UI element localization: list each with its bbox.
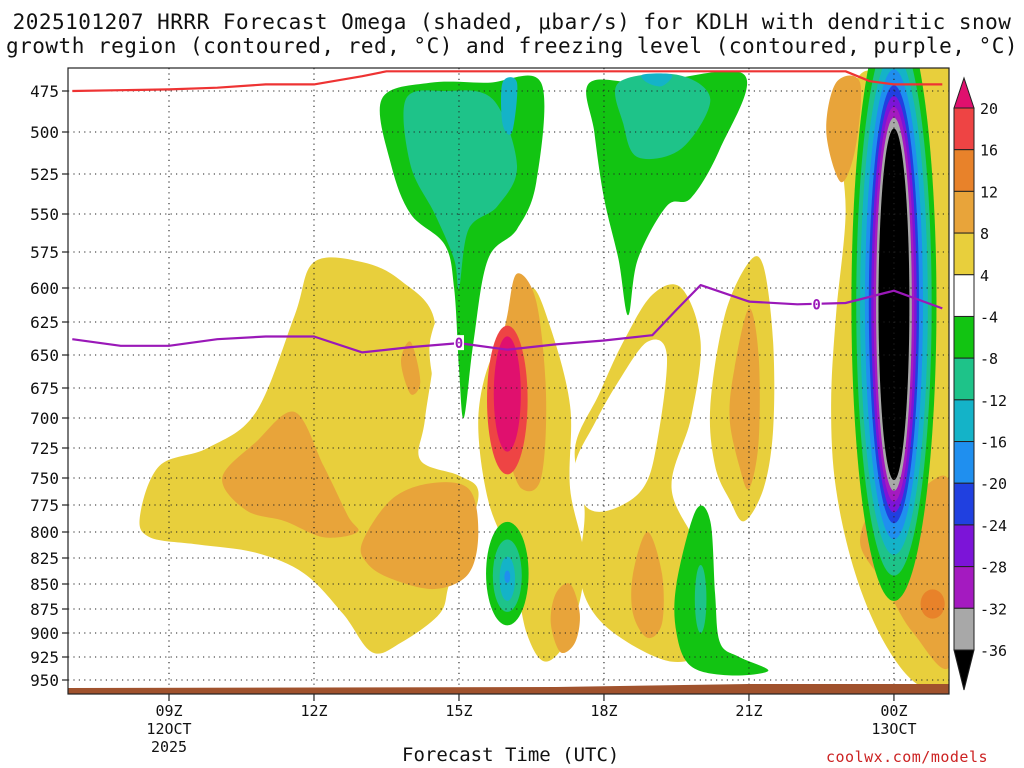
colorbar-box: [954, 358, 974, 400]
omega-region-plus12: [921, 589, 945, 618]
y-tick-label: 900: [30, 624, 59, 643]
colorbar-level-label: -4: [980, 308, 998, 326]
colorbar-box: [954, 191, 974, 233]
colorbar-level-label: -28: [980, 559, 1007, 577]
omega-ascent-column: [878, 128, 909, 480]
colorbar-level-label: 20: [980, 100, 998, 118]
freezing-level-label: 0: [812, 297, 820, 313]
x-tick-date: 12OCT: [146, 720, 191, 738]
y-tick-label: 675: [30, 379, 59, 398]
x-tick-date: 13OCT: [871, 720, 916, 738]
colorbar: 20 16 12 8 4 -4 -8 -12 -16 -20 -24 -28 -32 -36: [954, 78, 1007, 690]
colorbar-box: [954, 525, 974, 567]
x-tick-label: 09Z: [155, 702, 182, 720]
colorbar-box: [954, 442, 974, 484]
y-tick-label: 575: [30, 243, 59, 262]
omega-region-minus12: [695, 565, 707, 633]
x-tick-year: 2025: [151, 738, 187, 756]
x-tick-label: 12Z: [300, 702, 327, 720]
x-tick-label: 00Z: [880, 702, 907, 720]
y-tick-label: 800: [30, 523, 59, 542]
colorbar-level-label: 16: [980, 142, 998, 160]
colorbar-box: [954, 567, 974, 609]
colorbar-level-label: 8: [980, 225, 989, 243]
x-tick-label: 15Z: [445, 702, 472, 720]
colorbar-box: [954, 275, 974, 317]
colorbar-level-label: -20: [980, 475, 1007, 493]
omega-region-minus20: [504, 570, 510, 582]
y-tick-label: 725: [30, 439, 59, 458]
freezing-level-label: 0: [455, 336, 463, 352]
y-tick-label: 950: [30, 671, 59, 690]
colorbar-level-label: 4: [980, 267, 989, 285]
y-tick-label: 650: [30, 346, 59, 365]
x-axis-label: Forecast Time (UTC): [402, 744, 619, 766]
y-tick-label: 600: [30, 279, 59, 298]
colorbar-level-label: -12: [980, 392, 1007, 410]
colorbar-box: [954, 483, 974, 525]
y-tick-label: 825: [30, 549, 59, 568]
y-tick-label: 525: [30, 165, 59, 184]
x-tick-label: 18Z: [590, 702, 617, 720]
colorbar-bottom-triangle: [954, 650, 974, 690]
colorbar-box: [954, 316, 974, 358]
y-tick-label: 700: [30, 409, 59, 428]
y-tick-label: 625: [30, 313, 59, 332]
colorbar-level-label: -36: [980, 642, 1007, 660]
surface-terrain: [68, 684, 949, 694]
y-tick-label: 475: [30, 82, 59, 101]
colorbar-box: [954, 400, 974, 442]
y-tick-label: 875: [30, 600, 59, 619]
y-tick-label: 850: [30, 575, 59, 594]
colorbar-top-triangle: [954, 78, 974, 108]
colorbar-level-label: 12: [980, 183, 998, 201]
colorbar-level-label: -32: [980, 600, 1007, 618]
colorbar-box: [954, 150, 974, 192]
colorbar-level-label: -16: [980, 434, 1007, 452]
y-tick-label: 750: [30, 469, 59, 488]
x-tick-label: 21Z: [735, 702, 762, 720]
colorbar-box: [954, 608, 974, 650]
y-tick-label: 500: [30, 123, 59, 142]
y-tick-label: 550: [30, 205, 59, 224]
credit-text: coolwx.com/models: [826, 748, 988, 766]
y-tick-label: 775: [30, 496, 59, 515]
colorbar-box: [954, 108, 974, 150]
omega-region-plus20: [494, 336, 521, 451]
omega-shading: [139, 8, 957, 732]
chart-canvas: 0 0 475 500 525 550 575 600 625 650 675 700 725 750 7…: [0, 0, 1024, 768]
colorbar-level-label: -24: [980, 517, 1007, 535]
y-tick-label: 925: [30, 648, 59, 667]
colorbar-box: [954, 233, 974, 275]
colorbar-level-label: -8: [980, 350, 998, 368]
